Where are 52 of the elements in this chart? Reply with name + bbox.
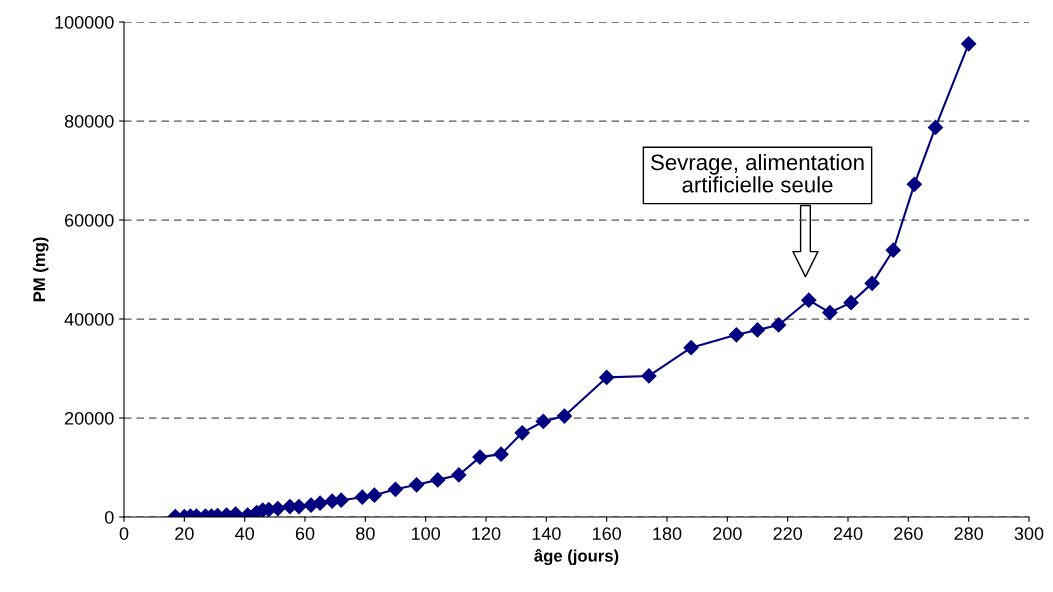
y-tick-label: 100000 xyxy=(55,15,114,29)
point xyxy=(683,340,699,356)
point xyxy=(409,477,425,493)
x-tick-label: 260 xyxy=(894,527,923,540)
x-axis-title: âge (jours) xyxy=(534,549,619,566)
point xyxy=(312,495,328,511)
x-tick-label: 140 xyxy=(532,527,561,540)
y-tick-label: 80000 xyxy=(64,114,114,128)
x-tick-label: 240 xyxy=(833,527,863,540)
point xyxy=(728,327,744,343)
point xyxy=(472,449,488,465)
x-tick-label: 80 xyxy=(356,527,375,540)
y-axis-title: PM (mg) xyxy=(32,237,49,302)
x-tick-label: 60 xyxy=(295,527,315,540)
point xyxy=(514,425,530,441)
point xyxy=(270,501,286,517)
x-tick-label: 180 xyxy=(653,527,682,540)
point xyxy=(864,275,880,291)
point xyxy=(366,487,382,503)
x-tick-label: 300 xyxy=(1014,527,1044,540)
point xyxy=(354,489,370,505)
x-tick-label: 120 xyxy=(472,527,501,540)
point xyxy=(822,304,838,321)
point xyxy=(599,369,615,385)
x-tick-label: 200 xyxy=(713,527,742,540)
x-tick-label: 40 xyxy=(235,527,254,540)
x-tick-label: 160 xyxy=(592,527,622,540)
point xyxy=(843,295,859,311)
point xyxy=(387,481,404,497)
x-tick-label: 280 xyxy=(954,527,984,540)
annotation: Sevrage, alimentation artificielle seule xyxy=(651,153,864,193)
point xyxy=(885,242,901,258)
point xyxy=(535,413,551,430)
x-tick-label: 220 xyxy=(773,527,803,540)
point xyxy=(771,317,787,333)
point xyxy=(801,292,817,308)
y-tick-label: 0 xyxy=(104,510,114,524)
point xyxy=(430,472,446,488)
x-tick-label: 0 xyxy=(119,527,129,540)
point xyxy=(749,322,766,338)
point xyxy=(556,408,573,424)
point xyxy=(451,467,467,483)
point xyxy=(641,368,657,384)
x-tick-label: 100 xyxy=(411,527,441,540)
point xyxy=(906,176,922,192)
point xyxy=(927,119,944,136)
point xyxy=(961,36,977,52)
y-tick-label: 20000 xyxy=(64,411,114,425)
point xyxy=(493,446,509,462)
y-tick-label: 60000 xyxy=(64,213,114,227)
y-tick-label: 40000 xyxy=(64,312,114,326)
x-tick-label: 20 xyxy=(175,527,194,540)
